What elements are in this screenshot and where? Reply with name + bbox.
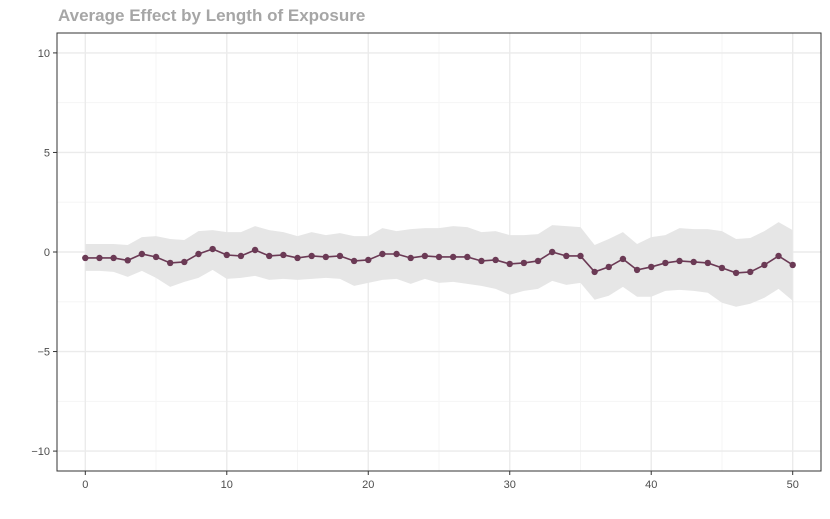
data-point xyxy=(138,250,146,258)
chart-title: Average Effect by Length of Exposure xyxy=(58,6,365,25)
data-point xyxy=(421,252,429,260)
x-tick-label: 30 xyxy=(504,479,516,491)
data-point xyxy=(534,257,542,265)
data-point xyxy=(181,258,188,266)
data-point xyxy=(308,252,315,260)
data-point xyxy=(690,258,697,266)
x-axis: 0 10 20 30 40 50 xyxy=(82,471,799,491)
data-point xyxy=(251,246,259,254)
data-point xyxy=(718,264,726,272)
data-point xyxy=(747,268,754,276)
data-point xyxy=(322,253,330,261)
data-points xyxy=(82,245,796,277)
y-tick-label: 5 xyxy=(44,147,50,159)
data-point xyxy=(492,256,499,264)
x-tick-label: 50 xyxy=(787,479,799,491)
data-point xyxy=(563,252,570,260)
y-tick-label: −10 xyxy=(31,446,50,458)
data-point xyxy=(464,253,471,261)
data-point xyxy=(789,261,796,269)
data-point xyxy=(704,259,712,267)
data-point xyxy=(336,252,344,260)
data-point xyxy=(110,254,117,262)
x-tick-label: 0 xyxy=(82,479,88,491)
data-point xyxy=(775,252,782,260)
data-point xyxy=(761,261,768,269)
data-point xyxy=(506,260,513,268)
data-point xyxy=(82,254,89,262)
data-point xyxy=(449,253,457,261)
y-tick-label: 0 xyxy=(44,247,50,259)
data-point xyxy=(124,257,131,264)
data-point xyxy=(648,263,655,271)
data-point xyxy=(676,257,683,265)
data-point xyxy=(379,250,386,258)
x-tick-label: 40 xyxy=(645,479,657,491)
data-point xyxy=(237,252,245,260)
data-point xyxy=(195,250,202,258)
data-point xyxy=(619,255,627,263)
data-point xyxy=(605,263,612,271)
data-point xyxy=(633,266,641,274)
data-point xyxy=(152,253,160,261)
data-point xyxy=(591,268,598,276)
confidence-ribbon xyxy=(85,222,793,307)
x-tick-label: 10 xyxy=(221,479,233,491)
data-point xyxy=(393,250,400,258)
y-tick-label: −5 xyxy=(37,347,50,359)
data-point xyxy=(266,252,273,260)
data-point xyxy=(478,257,485,265)
data-point xyxy=(209,245,216,253)
data-point xyxy=(577,252,584,260)
data-point xyxy=(732,269,740,277)
data-point xyxy=(365,256,372,264)
data-point xyxy=(280,251,287,259)
data-point xyxy=(662,259,669,267)
data-point xyxy=(223,251,230,259)
data-point xyxy=(407,254,414,262)
data-point xyxy=(350,257,358,265)
y-axis: −10 −5 0 5 10 xyxy=(31,48,57,458)
x-tick-label: 20 xyxy=(362,479,374,491)
data-point xyxy=(520,259,528,267)
data-point xyxy=(548,248,556,256)
data-point xyxy=(166,259,174,267)
data-point xyxy=(435,253,443,261)
data-point xyxy=(294,254,301,262)
data-point xyxy=(96,254,103,262)
y-tick-label: 10 xyxy=(38,48,50,60)
